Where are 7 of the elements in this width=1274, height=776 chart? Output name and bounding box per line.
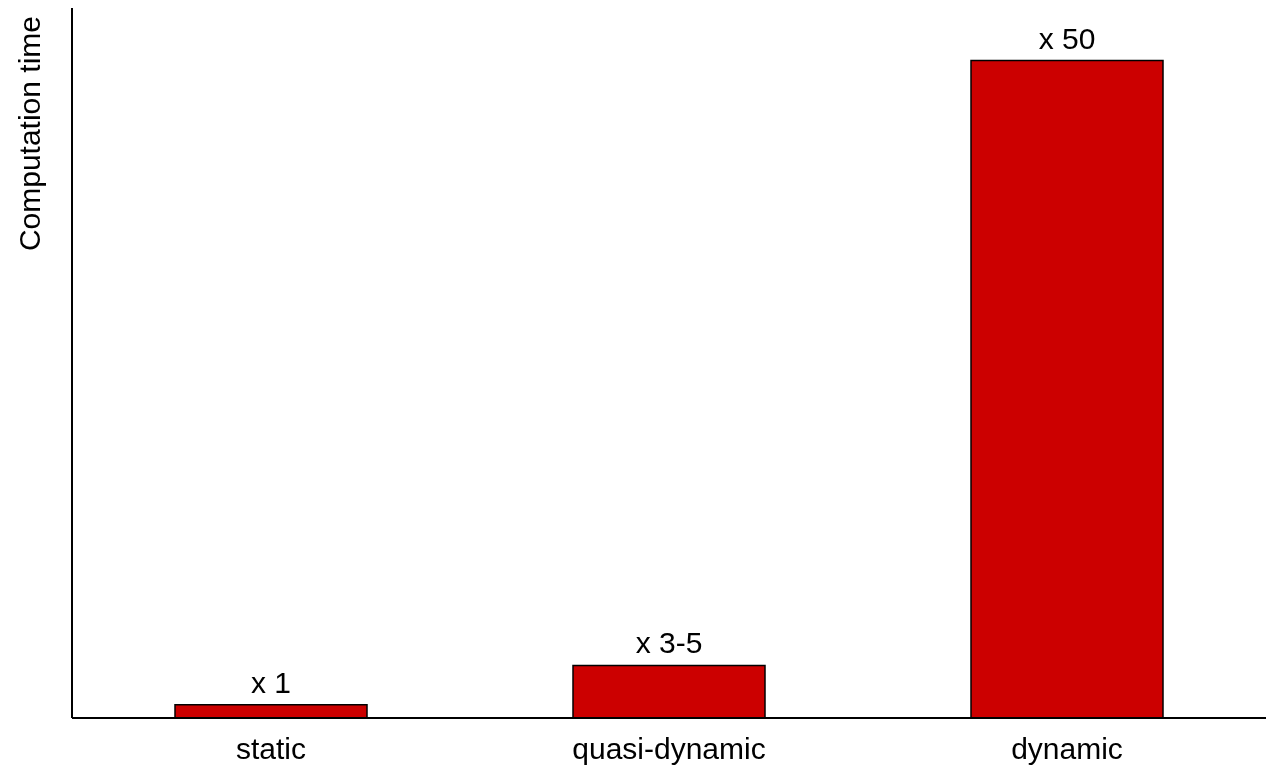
y-axis-title: Computation time [13,16,46,252]
x-tick-label: quasi-dynamic [572,732,766,766]
data-label: x 3-5 [635,626,703,660]
x-tick-label: static [235,732,307,766]
data-label: x 50 [1038,21,1096,55]
x-tick-label: dynamic [1011,732,1123,766]
data-label: x 1 [250,665,292,699]
